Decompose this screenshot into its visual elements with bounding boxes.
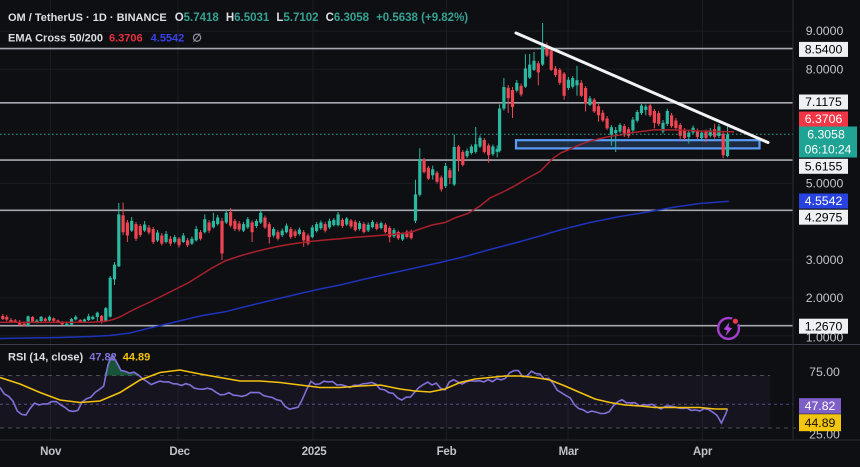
svg-text:2025: 2025 [302, 446, 328, 458]
svg-text:1.0000: 1.0000 [806, 331, 844, 345]
svg-text:4.2975: 4.2975 [805, 210, 843, 224]
svg-text:75.00: 75.00 [809, 365, 840, 379]
svg-text:Mar: Mar [559, 446, 580, 458]
svg-text:5.6155: 5.6155 [805, 159, 843, 173]
svg-text:3.0000: 3.0000 [806, 253, 844, 267]
svg-text:8.0000: 8.0000 [806, 62, 844, 76]
svg-text:06:10:24: 06:10:24 [805, 143, 852, 157]
svg-text:6.3058: 6.3058 [807, 127, 845, 141]
svg-text:47.82: 47.82 [805, 399, 836, 413]
svg-text:Dec: Dec [169, 446, 190, 458]
svg-text:44.89: 44.89 [805, 416, 836, 430]
svg-text:Feb: Feb [437, 446, 457, 458]
svg-text:5.0000: 5.0000 [806, 177, 844, 191]
svg-text:7.1175: 7.1175 [805, 95, 842, 109]
svg-text:Nov: Nov [40, 446, 62, 458]
svg-text:8.5400: 8.5400 [805, 43, 843, 57]
svg-text:1.2670: 1.2670 [805, 319, 843, 333]
svg-text:Apr: Apr [693, 446, 713, 458]
svg-text:2.0000: 2.0000 [806, 291, 844, 305]
svg-text:9.0000: 9.0000 [806, 24, 844, 38]
svg-text:4.5542: 4.5542 [805, 194, 843, 208]
svg-text:6.3706: 6.3706 [805, 112, 843, 126]
